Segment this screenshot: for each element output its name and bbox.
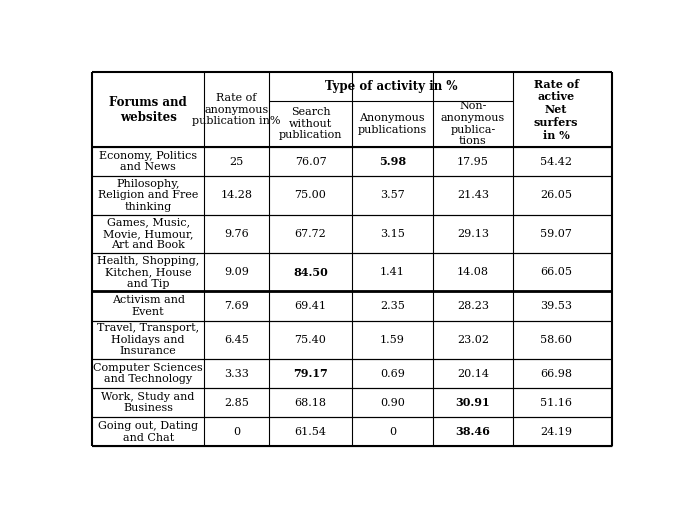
Text: Games, Music,
Movie, Humour,
Art and Book: Games, Music, Movie, Humour, Art and Boo… bbox=[103, 217, 193, 250]
Text: 75.40: 75.40 bbox=[295, 335, 326, 345]
Text: 0.90: 0.90 bbox=[380, 397, 405, 408]
Text: Philosophy,
Religion and Free
thinking: Philosophy, Religion and Free thinking bbox=[98, 179, 199, 212]
Text: 7.69: 7.69 bbox=[224, 301, 249, 311]
Text: 68.18: 68.18 bbox=[295, 397, 326, 408]
Text: 14.08: 14.08 bbox=[457, 267, 489, 277]
Text: 3.33: 3.33 bbox=[224, 369, 249, 379]
Text: Work, Study and
Business: Work, Study and Business bbox=[102, 392, 195, 414]
Text: 20.14: 20.14 bbox=[457, 369, 489, 379]
Text: Non-
anonymous
publica-
tions: Non- anonymous publica- tions bbox=[441, 102, 505, 146]
Text: Activism and
Event: Activism and Event bbox=[111, 295, 185, 317]
Text: 61.54: 61.54 bbox=[295, 427, 326, 437]
Text: 1.59: 1.59 bbox=[380, 335, 405, 345]
Text: 76.07: 76.07 bbox=[295, 157, 326, 167]
Text: 17.95: 17.95 bbox=[457, 157, 489, 167]
Text: 2.85: 2.85 bbox=[224, 397, 249, 408]
Text: 24.19: 24.19 bbox=[540, 427, 572, 437]
Text: Going out, Dating
and Chat: Going out, Dating and Chat bbox=[98, 421, 198, 442]
Text: 14.28: 14.28 bbox=[221, 190, 252, 200]
Text: 3.15: 3.15 bbox=[380, 229, 405, 239]
Text: 51.16: 51.16 bbox=[540, 397, 572, 408]
Text: 29.13: 29.13 bbox=[457, 229, 489, 239]
Text: Anonymous
publications: Anonymous publications bbox=[358, 113, 427, 135]
Text: 84.50: 84.50 bbox=[293, 267, 328, 278]
Text: Search
without
publication: Search without publication bbox=[279, 107, 342, 140]
Text: 38.46: 38.46 bbox=[455, 426, 491, 437]
Text: 67.72: 67.72 bbox=[295, 229, 326, 239]
Text: 2.35: 2.35 bbox=[380, 301, 405, 311]
Text: 69.41: 69.41 bbox=[295, 301, 326, 311]
Text: Rate of
anonymous
publication in%: Rate of anonymous publication in% bbox=[192, 93, 281, 126]
Text: 1.41: 1.41 bbox=[380, 267, 405, 277]
Text: 26.05: 26.05 bbox=[540, 190, 572, 200]
Text: 0: 0 bbox=[389, 427, 396, 437]
Text: 23.02: 23.02 bbox=[457, 335, 489, 345]
Text: 79.17: 79.17 bbox=[293, 368, 328, 379]
Text: 66.05: 66.05 bbox=[540, 267, 572, 277]
Text: 0.69: 0.69 bbox=[380, 369, 405, 379]
Text: 54.42: 54.42 bbox=[540, 157, 572, 167]
Text: 28.23: 28.23 bbox=[457, 301, 489, 311]
Text: 30.91: 30.91 bbox=[455, 397, 491, 408]
Text: 25: 25 bbox=[229, 157, 244, 167]
Text: Rate of
active
Net
surfers
in %: Rate of active Net surfers in % bbox=[534, 79, 578, 141]
Text: Computer Sciences
and Technology: Computer Sciences and Technology bbox=[93, 363, 203, 384]
Text: 5.98: 5.98 bbox=[379, 156, 406, 167]
Text: 66.98: 66.98 bbox=[540, 369, 572, 379]
Text: 9.09: 9.09 bbox=[224, 267, 249, 277]
Text: 39.53: 39.53 bbox=[540, 301, 572, 311]
Text: 75.00: 75.00 bbox=[295, 190, 326, 200]
Text: Economy, Politics
and News: Economy, Politics and News bbox=[99, 151, 197, 172]
Text: Travel, Transport,
Holidays and
Insurance: Travel, Transport, Holidays and Insuranc… bbox=[97, 323, 199, 357]
Text: 9.76: 9.76 bbox=[224, 229, 249, 239]
Text: 21.43: 21.43 bbox=[457, 190, 489, 200]
Text: Health, Shopping,
Kitchen, House
and Tip: Health, Shopping, Kitchen, House and Tip bbox=[97, 256, 199, 289]
Text: Type of activity in %: Type of activity in % bbox=[325, 80, 458, 93]
Text: Forums and
websites: Forums and websites bbox=[109, 95, 187, 124]
Text: 3.57: 3.57 bbox=[380, 190, 405, 200]
Text: 59.07: 59.07 bbox=[540, 229, 572, 239]
Text: 6.45: 6.45 bbox=[224, 335, 249, 345]
Text: 58.60: 58.60 bbox=[540, 335, 572, 345]
Text: 0: 0 bbox=[233, 427, 240, 437]
